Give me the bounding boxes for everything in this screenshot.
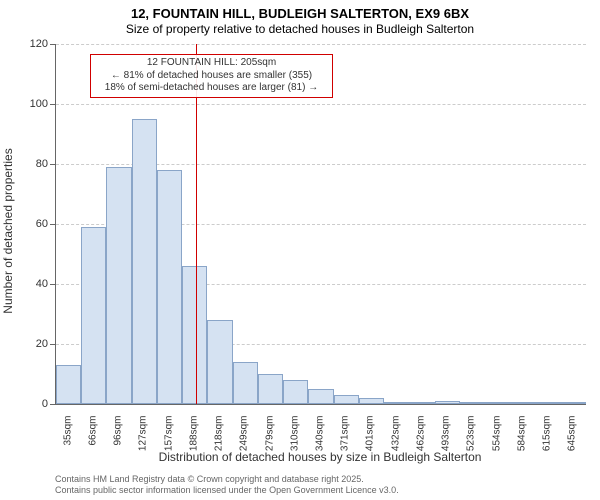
chart-container: 12, FOUNTAIN HILL, BUDLEIGH SALTERTON, E… [0,0,600,500]
chart-title: 12, FOUNTAIN HILL, BUDLEIGH SALTERTON, E… [0,6,600,21]
histogram-bar [359,398,384,404]
histogram-bar [510,402,535,404]
x-axis-title: Distribution of detached houses by size … [55,450,585,464]
reference-line [196,44,197,404]
histogram-bar [207,320,232,404]
grid-line [56,104,586,105]
y-tick [50,284,56,285]
histogram-bar [283,380,308,404]
plot-area: 12 FOUNTAIN HILL: 205sqm← 81% of detache… [55,44,586,405]
y-tick-label: 40 [8,278,48,290]
histogram-bar [460,402,485,404]
y-tick-label: 20 [8,338,48,350]
histogram-bar [561,402,586,404]
y-tick [50,44,56,45]
annotation-box: 12 FOUNTAIN HILL: 205sqm← 81% of detache… [90,54,333,98]
histogram-bar [435,401,460,404]
histogram-bar [132,119,157,404]
y-tick-label: 100 [8,98,48,110]
histogram-bar [157,170,182,404]
y-tick-label: 0 [8,398,48,410]
y-tick [50,104,56,105]
footer-line1: Contains HM Land Registry data © Crown c… [55,474,585,485]
y-tick [50,344,56,345]
histogram-bar [334,395,359,404]
y-tick [50,224,56,225]
y-tick-label: 60 [8,218,48,230]
footer-attribution: Contains HM Land Registry data © Crown c… [55,474,585,496]
annotation-line: 18% of semi-detached houses are larger (… [95,82,328,95]
histogram-bar [485,402,510,404]
grid-line [56,44,586,45]
y-tick-label: 80 [8,158,48,170]
histogram-bar [81,227,106,404]
histogram-bar [384,402,409,404]
histogram-bar [409,402,434,404]
histogram-bar [536,402,561,404]
histogram-bar [106,167,131,404]
y-tick [50,164,56,165]
annotation-line: ← 81% of detached houses are smaller (35… [95,70,328,83]
histogram-bar [308,389,333,404]
y-tick-label: 120 [8,38,48,50]
histogram-bar [233,362,258,404]
histogram-bar [182,266,207,404]
annotation-line: 12 FOUNTAIN HILL: 205sqm [95,57,328,70]
histogram-bar [56,365,81,404]
footer-line2: Contains public sector information licen… [55,485,585,496]
histogram-bar [258,374,283,404]
y-tick [50,404,56,405]
chart-subtitle: Size of property relative to detached ho… [0,22,600,36]
